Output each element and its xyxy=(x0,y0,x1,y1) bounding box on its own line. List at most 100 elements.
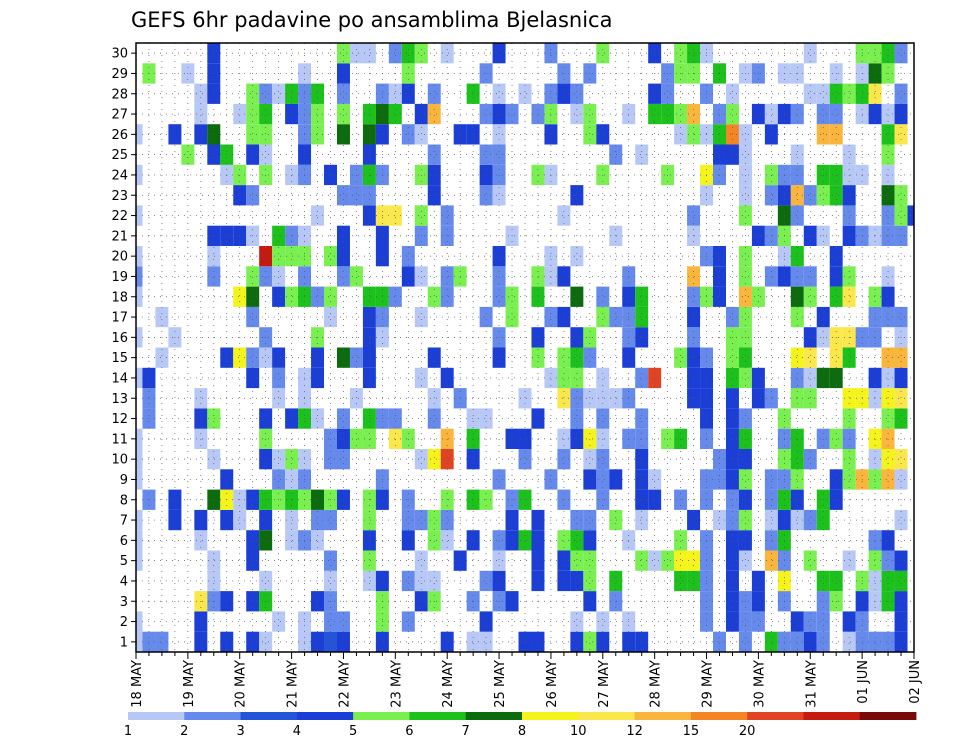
heatmap-cell xyxy=(557,205,571,226)
heatmap-cell xyxy=(285,246,299,267)
heatmap-cell xyxy=(505,286,519,307)
heatmap-cell xyxy=(336,631,350,652)
heatmap-cell xyxy=(401,570,415,592)
heatmap-cell xyxy=(492,83,506,104)
heatmap-cell xyxy=(764,469,778,490)
heatmap-cell xyxy=(842,611,856,632)
legend-swatch xyxy=(522,712,579,720)
heatmap-cell xyxy=(648,550,662,571)
heatmap-cell xyxy=(570,530,584,551)
heatmap-cell xyxy=(829,469,843,490)
heatmap-cell xyxy=(388,408,402,429)
heatmap-cell xyxy=(362,428,376,449)
heatmap-cell xyxy=(136,164,143,186)
heatmap-cell xyxy=(440,530,454,551)
heatmap-cell xyxy=(687,286,701,307)
heatmap-cell xyxy=(790,205,804,226)
heatmap-cell xyxy=(362,286,376,307)
legend-swatch xyxy=(296,712,354,720)
y-tick-label: 1 xyxy=(120,635,128,650)
y-tick-label: 3 xyxy=(120,595,128,610)
heatmap-cell xyxy=(557,367,571,389)
heatmap-cell xyxy=(635,550,649,571)
heatmap-cell xyxy=(401,246,415,267)
heatmap-cell xyxy=(764,124,778,145)
heatmap-cell xyxy=(233,164,247,186)
y-tick-label: 22 xyxy=(111,209,128,224)
heatmap-cell xyxy=(414,103,428,125)
heatmap-cell xyxy=(635,306,649,328)
heatmap-cell xyxy=(751,367,765,389)
heatmap-cell xyxy=(816,103,830,125)
heatmap-cell xyxy=(259,266,273,287)
heatmap-cell xyxy=(881,631,895,652)
heatmap-cell xyxy=(583,509,597,531)
y-tick-label: 29 xyxy=(111,67,128,82)
y-tick-label: 4 xyxy=(120,574,128,589)
heatmap-cell xyxy=(713,631,726,652)
heatmap-cell xyxy=(233,347,247,368)
heatmap-cell xyxy=(194,428,208,449)
x-tick-label: 21 MAY xyxy=(286,660,301,708)
heatmap-cell xyxy=(881,367,895,389)
legend-label: 3 xyxy=(236,724,244,739)
heatmap-cell xyxy=(285,286,299,307)
heatmap-cell xyxy=(557,306,571,328)
heatmap-cell xyxy=(207,408,221,429)
heatmap-cell xyxy=(816,164,830,186)
heatmap-cell xyxy=(738,611,752,632)
y-tick-label: 27 xyxy=(111,108,128,123)
heatmap-cell xyxy=(570,631,584,652)
heatmap-cell xyxy=(388,43,402,64)
heatmap-cell xyxy=(790,367,804,389)
heatmap-cell xyxy=(427,286,441,307)
heatmap-cell xyxy=(362,164,376,186)
legend-label: 12 xyxy=(626,724,643,739)
heatmap-cell xyxy=(713,144,726,165)
heatmap-cell xyxy=(687,367,701,389)
heatmap-cell xyxy=(311,286,325,307)
heatmap-cell xyxy=(466,631,480,652)
heatmap-cell xyxy=(427,347,441,368)
heatmap-cell xyxy=(842,185,856,206)
x-tick-label: 23 MAY xyxy=(389,660,404,708)
heatmap-cell xyxy=(738,530,752,551)
heatmap-cell xyxy=(790,428,804,449)
heatmap-cell xyxy=(518,428,532,449)
heatmap-cell xyxy=(868,570,882,592)
heatmap-cell xyxy=(557,530,571,551)
heatmap-cell xyxy=(311,509,325,531)
y-tick-label: 21 xyxy=(111,229,128,244)
heatmap-cell xyxy=(285,530,299,551)
heatmap-cell xyxy=(272,266,286,287)
heatmap-cell xyxy=(427,164,441,186)
heatmap-cell xyxy=(414,306,428,328)
heatmap-cell xyxy=(687,103,701,125)
heatmap-cell xyxy=(687,266,701,287)
heatmap-cell xyxy=(136,509,143,531)
heatmap-cell xyxy=(136,611,143,632)
heatmap-cell xyxy=(272,347,286,368)
legend-label: 4 xyxy=(293,724,301,739)
heatmap-cell xyxy=(687,205,701,226)
heatmap-cell xyxy=(285,469,299,490)
heatmap-cell xyxy=(635,428,649,449)
heatmap-cell xyxy=(466,124,480,145)
heatmap-cell xyxy=(492,530,506,551)
heatmap-cell xyxy=(324,550,337,571)
heatmap-cell xyxy=(829,570,843,592)
heatmap-cell xyxy=(427,103,441,125)
heatmap-cell xyxy=(440,367,454,389)
heatmap-cell xyxy=(414,124,428,145)
heatmap-cell xyxy=(259,509,273,531)
heatmap-cell xyxy=(764,164,778,186)
heatmap-cell xyxy=(881,205,895,226)
heatmap-cell xyxy=(259,449,273,470)
heatmap-cell xyxy=(427,408,441,429)
y-tick-label: 16 xyxy=(111,331,128,346)
legend-swatch xyxy=(859,712,917,720)
heatmap-cell xyxy=(596,124,610,145)
heatmap-cell xyxy=(570,246,584,267)
heatmap-cell xyxy=(349,266,363,287)
heatmap-cell xyxy=(725,367,739,389)
